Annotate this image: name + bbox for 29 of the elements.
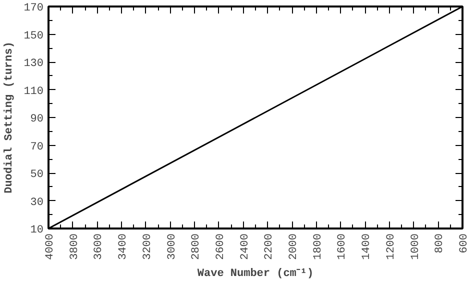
y-axis-title: Duodial Setting (turns): [4, 42, 16, 194]
x-tick-label: 2000: [288, 234, 300, 260]
x-tick-label: 3600: [93, 234, 106, 260]
x-axis-title: Wave Number (cm⁻¹): [197, 268, 314, 280]
y-tick-label: 90: [30, 114, 44, 126]
y-tick-label: 110: [24, 86, 44, 98]
x-tick-label: 800: [434, 233, 446, 254]
x-tick-label: 600: [458, 233, 470, 254]
y-tick-label: 130: [24, 58, 44, 70]
y-tick-label: 170: [24, 2, 44, 14]
x-tick-label: 3800: [68, 234, 81, 260]
y-tick-label: 50: [30, 169, 44, 181]
x-tick-label: 3400: [118, 234, 130, 260]
x-tick-label: 4000: [44, 234, 56, 260]
y-tick-label: 70: [30, 141, 44, 154]
y-tick-label: 30: [30, 196, 44, 209]
x-tick-label: 1600: [336, 234, 349, 260]
x-tick-label: 1000: [410, 234, 422, 260]
x-tick-label: 3200: [142, 234, 154, 260]
x-tick-label: 2200: [264, 234, 276, 260]
x-tick-label: 3000: [166, 234, 178, 260]
x-tick-label: 1200: [385, 234, 398, 260]
x-tick-label: 1400: [361, 234, 374, 260]
x-tick-label: 2600: [214, 234, 227, 260]
y-tick-label: 10: [30, 224, 44, 236]
x-tick-label: 1800: [312, 234, 324, 260]
x-tick-label: 2400: [239, 234, 252, 260]
x-tick-label: 2800: [190, 234, 203, 260]
y-tick-label: 150: [24, 30, 44, 42]
